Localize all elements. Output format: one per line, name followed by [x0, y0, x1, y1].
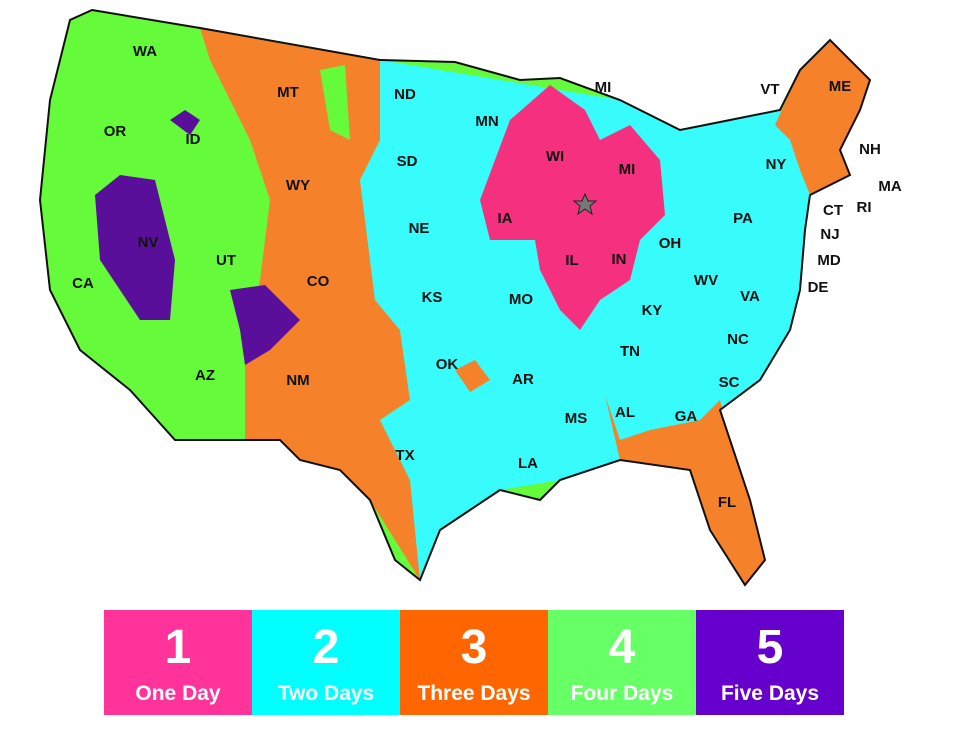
legend-label: Two Days	[277, 682, 375, 705]
legend-number: 3	[460, 621, 488, 674]
state-label-ct: CT	[823, 202, 843, 219]
state-label-ma: MA	[878, 178, 901, 195]
state-label-ks: KS	[422, 289, 443, 306]
legend-number: 5	[756, 621, 784, 674]
state-label-ia: IA	[498, 210, 513, 227]
state-label-id: ID	[186, 131, 201, 148]
zone-three-days-ok-patch	[455, 360, 490, 392]
state-label-md: MD	[817, 252, 840, 269]
state-label-or: OR	[104, 123, 127, 140]
state-label-nh: NH	[859, 141, 881, 158]
zone-one-day-midwest	[480, 85, 665, 330]
zone-five-days-nevada	[95, 175, 175, 320]
state-label-ok: OK	[436, 356, 459, 373]
state-label-al: AL	[615, 404, 635, 421]
legend-number: 2	[312, 621, 340, 674]
state-label-nc: NC	[727, 331, 749, 348]
state-label-il: IL	[565, 252, 578, 269]
state-label-co: CO	[307, 273, 330, 290]
state-label-ga: GA	[675, 408, 698, 425]
state-label-wy: WY	[286, 177, 310, 194]
state-label-wv: WV	[694, 272, 718, 289]
zone-three-days-southeast	[605, 395, 765, 585]
state-label-me: ME	[829, 78, 852, 95]
state-label-mt: MT	[277, 84, 299, 101]
legend-label: Three Days	[417, 682, 531, 705]
legend-number: 4	[608, 621, 636, 674]
legend-item-4: 4 Four Days	[548, 610, 696, 715]
state-label-sd: SD	[397, 153, 418, 170]
state-label-de: DE	[808, 279, 829, 296]
zone-five-days-idaho	[170, 110, 200, 135]
state-label-fl: FL	[718, 494, 736, 511]
star-icon	[572, 192, 598, 216]
state-label-wa: WA	[133, 43, 157, 60]
legend-label: Five Days	[720, 682, 820, 705]
state-label-mn: MN	[475, 113, 498, 130]
legend-label: Four Days	[570, 682, 674, 705]
legend-item-2: 2 Two Days	[252, 610, 400, 715]
state-label-ny: NY	[766, 156, 787, 173]
legend: 1 One Day 2 Two Days 3 Three Days 4 Four Days 5 F…	[104, 610, 844, 715]
zone-three-days-northeast	[775, 40, 870, 195]
state-label-nd: ND	[394, 86, 416, 103]
state-label-va: VA	[740, 288, 760, 305]
legend-item-5: 5 Five Days	[696, 610, 844, 715]
state-label-tn: TN	[620, 343, 640, 360]
legend-item-1: 1 One Day	[104, 610, 252, 715]
state-label-nj: NJ	[820, 226, 839, 243]
state-label-mo: MO	[509, 291, 533, 308]
state-label-oh: OH	[659, 235, 682, 252]
legend-number: 1	[164, 621, 192, 674]
legend-item-3: 3 Three Days	[400, 610, 548, 715]
state-label-in: IN	[612, 251, 627, 268]
state-label-az: AZ	[195, 367, 215, 384]
legend-label: One Day	[135, 682, 221, 705]
zone-four-days-mt-patch	[320, 65, 350, 140]
state-label-ar: AR	[512, 371, 534, 388]
state-label-la: LA	[518, 455, 538, 472]
state-label-nm: NM	[286, 372, 309, 389]
state-label-nv: NV	[138, 234, 159, 251]
state-label-ms: MS	[565, 410, 588, 427]
state-label-mi: MI	[619, 161, 636, 178]
zone-five-days-four-corners	[230, 285, 300, 365]
state-label-sc: SC	[719, 374, 740, 391]
state-label-mi: MI	[595, 79, 612, 96]
state-label-ne: NE	[409, 220, 430, 237]
state-label-ky: KY	[642, 302, 663, 319]
state-label-vt: VT	[760, 81, 779, 98]
state-label-wi: WI	[546, 148, 564, 165]
state-label-ca: CA	[72, 275, 94, 292]
state-label-ri: RI	[857, 199, 872, 216]
state-label-ut: UT	[216, 252, 236, 269]
state-label-tx: TX	[395, 447, 414, 464]
us-transit-map: WA OR ID MT ND MN MI VT ME NH MA RI CT NJ MD DE NY PA OH WV…	[39, 9, 902, 586]
state-label-pa: PA	[733, 210, 753, 227]
